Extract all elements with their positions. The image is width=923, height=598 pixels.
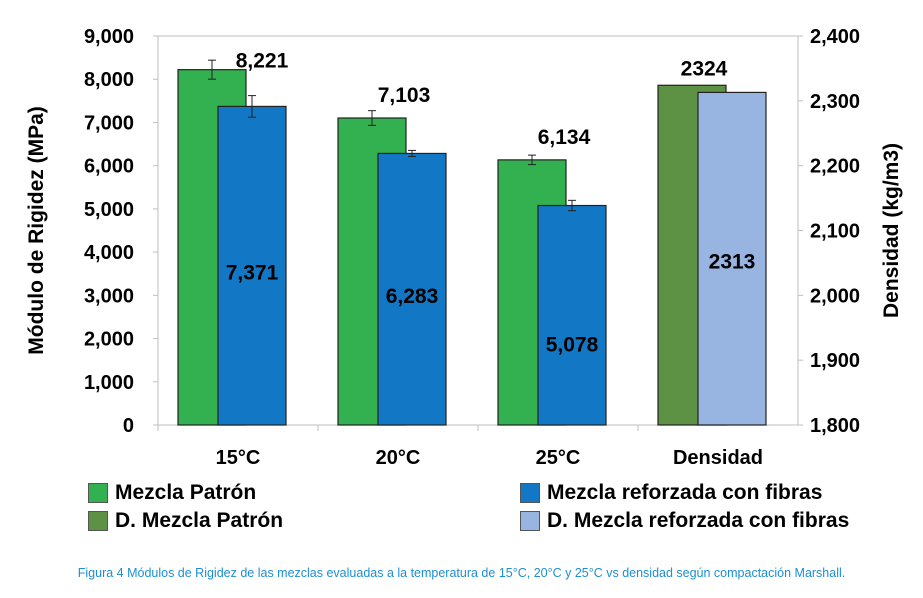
y-right-tick-label: 2,200 <box>810 156 860 178</box>
bar-mezcla-reforzada-con-fibras-2 <box>537 204 607 426</box>
y-right-tick-label: 2,000 <box>810 285 860 307</box>
legend-swatch-d-mezcla-patron <box>88 511 108 531</box>
x-tick-label: 20°C <box>376 447 421 469</box>
x-tick-label: 15°C <box>216 447 261 469</box>
chart-svg: 0 1,000 2,000 3,000 4,000 5,000 6,000 7,000 8,00… <box>25 26 903 469</box>
y-left-tick-label: 9,000 <box>84 26 134 48</box>
data-label: 5,078 <box>546 333 599 356</box>
y-right-tick-label: 1,900 <box>810 350 860 372</box>
legend-label: Mezcla reforzada con fibras <box>547 481 823 504</box>
legend: Mezcla Patrón Mezcla reforzada con fibra… <box>88 479 888 539</box>
bar-d-mezcla-reforzada-con-fibras-3 <box>697 91 767 426</box>
bar-mezcla-reforzada-con-fibras-1 <box>377 152 447 426</box>
data-label: 6,134 <box>538 126 591 149</box>
x-tick-label: 25°C <box>536 447 581 469</box>
y-right-tick-label: 2,100 <box>810 221 860 243</box>
figure-caption: Figura 4 Módulos de Rigidez de las mezcl… <box>77 566 846 580</box>
y-left-tick-label: 2,000 <box>84 329 134 351</box>
data-label: 2313 <box>709 251 756 274</box>
legend-item-mezcla-reforzada: Mezcla reforzada con fibras <box>520 479 822 507</box>
legend-swatch-mezcla-reforzada <box>520 483 540 503</box>
data-label: 8,221 <box>236 50 289 73</box>
y-right-tick-label: 2,300 <box>810 91 860 113</box>
y-left-tick-label: 8,000 <box>84 69 134 91</box>
data-label: 7,103 <box>378 84 431 107</box>
y-right-tick-label: 1,800 <box>810 415 860 437</box>
y-left-tick-label: 5,000 <box>84 199 134 221</box>
legend-label: D. Mezcla reforzada con fibras <box>547 509 850 532</box>
y-left-tick-label: 6,000 <box>84 156 134 178</box>
x-tick-label: Densidad <box>673 447 763 469</box>
data-label: 2324 <box>681 57 728 80</box>
legend-item-mezcla-patron: Mezcla Patrón <box>88 479 256 507</box>
y-left-tick-label: 3,000 <box>84 285 134 307</box>
legend-label: D. Mezcla Patrón <box>115 509 284 532</box>
data-label: 7,371 <box>226 262 279 285</box>
data-label: 6,283 <box>386 285 439 308</box>
legend-swatch-d-mezcla-reforzada <box>520 511 540 531</box>
legend-item-d-mezcla-patron: D. Mezcla Patrón <box>88 507 283 535</box>
legend-item-d-mezcla-reforzada: D. Mezcla reforzada con fibras <box>520 507 849 535</box>
legend-label: Mezcla Patrón <box>115 481 257 504</box>
y-left-tick-label: 4,000 <box>84 242 134 264</box>
legend-swatch-mezcla-patron <box>88 483 108 503</box>
y-right-axis-title: Densidad (kg/m3) <box>880 143 903 318</box>
y-left-tick-label: 7,000 <box>84 112 134 134</box>
y-left-axis-title: Módulo de Rigidez (MPa) <box>25 106 48 354</box>
y-right-tick-label: 2,400 <box>810 26 860 48</box>
y-left-tick-label: 1,000 <box>84 372 134 394</box>
y-left-tick-label: 0 <box>123 415 134 437</box>
